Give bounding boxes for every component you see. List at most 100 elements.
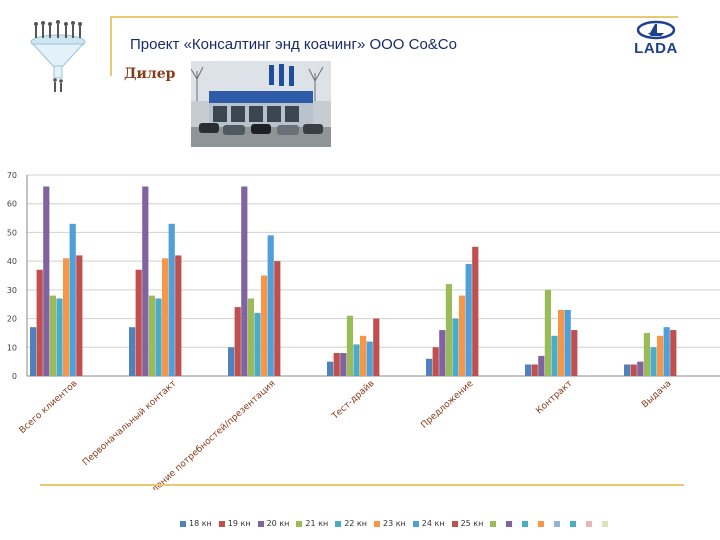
legend-item-unlabeled xyxy=(538,520,547,527)
legend-swatch xyxy=(257,520,264,527)
x-category-label: Всего клиентов xyxy=(18,379,80,436)
legend-item-unlabeled xyxy=(602,520,611,527)
bar xyxy=(360,335,367,376)
legend-item: 25 кн xyxy=(451,519,484,528)
x-category-label: Тест-драйв xyxy=(330,379,377,423)
legend-label: 19 кн xyxy=(227,519,251,528)
legend-item-unlabeled xyxy=(570,520,579,527)
legend-swatch xyxy=(412,520,419,527)
y-tick-label: 40 xyxy=(7,257,17,266)
bar xyxy=(241,186,248,376)
bar xyxy=(637,361,644,376)
bar xyxy=(333,353,340,376)
bar xyxy=(36,269,43,376)
y-tick-label: 10 xyxy=(7,343,17,352)
bar xyxy=(538,355,545,376)
legend-swatch xyxy=(180,520,186,527)
legend-item: 23 кн xyxy=(373,519,406,528)
legend-label: 21 кн xyxy=(305,519,329,528)
legend-item: 19 кн xyxy=(218,519,251,528)
lada-brand-text: LADA xyxy=(634,40,678,57)
bar xyxy=(129,327,136,376)
bar xyxy=(373,318,380,376)
bar xyxy=(459,295,466,376)
legend-item: 21 кн xyxy=(296,519,328,528)
bar xyxy=(558,309,565,376)
page-title: Проект «Консалтинг энд коачинг» ООО Со&С… xyxy=(130,36,457,53)
bar xyxy=(353,344,360,376)
legend-label: 20 кн xyxy=(266,519,290,528)
bar xyxy=(340,353,347,376)
people-funnel-logo-icon xyxy=(30,20,86,92)
y-tick-label: 20 xyxy=(7,315,17,324)
legend-swatch xyxy=(538,520,545,527)
bar xyxy=(663,327,670,376)
bar xyxy=(571,330,578,376)
bar xyxy=(234,307,241,376)
x-category-label: Контракт xyxy=(534,379,574,417)
legend-swatch xyxy=(373,520,380,527)
bar xyxy=(551,335,558,376)
bar xyxy=(69,223,76,376)
y-tick-label: 50 xyxy=(7,228,17,237)
bar xyxy=(657,335,664,376)
bar xyxy=(525,364,532,376)
bar xyxy=(624,364,631,376)
legend-label: 25 кн xyxy=(460,519,484,528)
bar xyxy=(254,312,261,376)
bar xyxy=(439,330,446,376)
bar xyxy=(43,186,50,376)
y-tick-label: 70 xyxy=(7,171,17,180)
legend-swatch xyxy=(602,520,609,527)
bar xyxy=(135,269,142,376)
legend-swatch xyxy=(506,520,513,527)
legend-item-unlabeled xyxy=(586,520,595,527)
bar xyxy=(76,255,83,376)
y-tick-label: 0 xyxy=(12,372,17,381)
bar xyxy=(643,332,650,376)
lada-boat-logo-icon xyxy=(636,20,676,40)
bar xyxy=(30,327,37,376)
legend-item: 18 кн xyxy=(180,519,212,528)
bar xyxy=(564,309,571,376)
legend-label: 18 кн xyxy=(189,519,212,528)
x-category-label: Выдача xyxy=(640,379,673,410)
bar xyxy=(531,364,538,376)
header-rule-left xyxy=(110,16,112,76)
x-category-label: Предложение xyxy=(419,378,475,430)
bar xyxy=(49,295,56,376)
bar xyxy=(426,358,433,376)
legend-swatch xyxy=(570,520,577,527)
page-subtitle: Дилер xyxy=(124,66,176,82)
bar xyxy=(544,289,551,376)
legend-swatch xyxy=(296,520,303,527)
legend-item: 24 кн xyxy=(412,519,445,528)
bar xyxy=(267,235,274,376)
legend-swatch xyxy=(586,520,593,527)
bar xyxy=(56,298,63,376)
y-tick-label: 30 xyxy=(7,286,17,295)
bar xyxy=(650,347,657,376)
legend-label: 23 кн xyxy=(382,519,406,528)
bar xyxy=(465,264,472,376)
bar xyxy=(346,315,353,376)
bar-chart: 0 10 20 30 40 50 60 70 Всего клиентов Первоначаль… xyxy=(7,171,720,490)
header-rule-top xyxy=(110,16,678,18)
legend-item-unlabeled xyxy=(522,520,531,527)
x-category-label: Первоначальный контакт xyxy=(81,379,178,468)
bar xyxy=(228,347,235,376)
bar xyxy=(261,275,268,376)
bar xyxy=(155,298,162,376)
bar xyxy=(445,284,452,376)
legend-item: 22 кн xyxy=(335,519,367,528)
bar xyxy=(63,258,70,376)
chart-legend: 18 кн 19 кн 20 кн 21 кн 22 кн 23 кн 24 кн 25 кн xyxy=(180,519,618,528)
bar xyxy=(327,361,334,376)
bar xyxy=(452,318,459,376)
bar xyxy=(168,223,175,376)
legend-item: 20 кн xyxy=(257,519,290,528)
legend-swatch xyxy=(490,520,497,527)
y-tick-label: 60 xyxy=(7,200,17,209)
legend-swatch xyxy=(451,520,458,527)
legend-swatch xyxy=(218,520,225,527)
